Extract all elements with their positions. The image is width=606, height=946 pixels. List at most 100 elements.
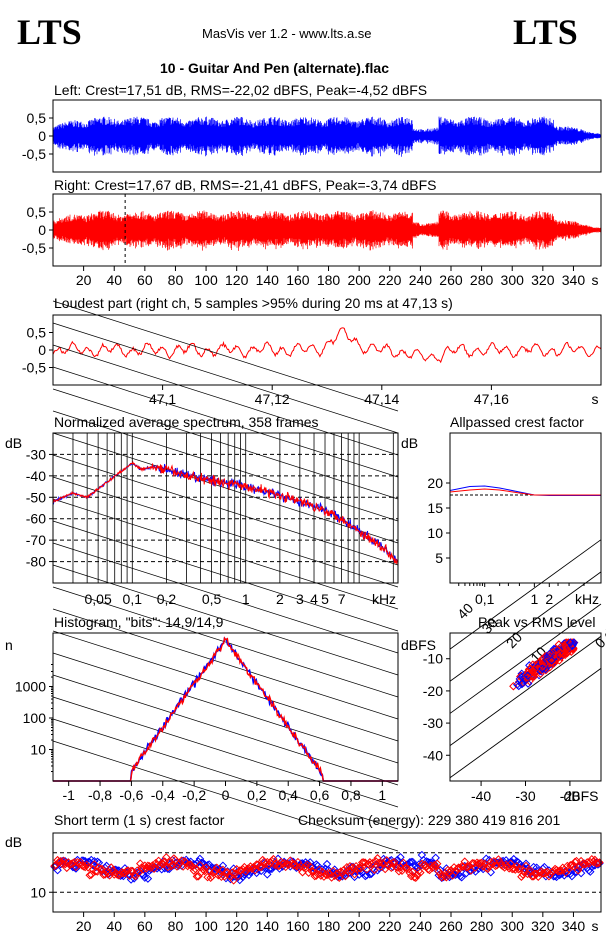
spectrum-xunit-label: kHz [372,591,396,607]
peak-rms-xtick-label: -30 [515,788,535,804]
loudest-part-ytick-label: 0,5 [27,325,47,341]
allpass-xtick-label: 2 [545,591,553,607]
crest-point [485,862,494,871]
logo-right: LTS [513,12,578,52]
short-term-crest-xtick-label: 340 [562,918,586,934]
histogram-xtick-label: -0,2 [182,787,206,803]
crest-point [85,870,94,880]
spectrum-right-trace [52,460,399,565]
crest-point [491,861,500,871]
spectrum-slope-line [52,564,399,676]
histogram-xtick-label: -1 [62,787,75,803]
left-channel-title: Left: Crest=17,51 dB, RMS=-22,02 dBFS, P… [54,82,428,98]
peak-rms-point [553,645,562,654]
waveform-right-xtick-label: 280 [470,272,494,288]
crest-point [370,865,379,874]
waveform-left-ytick-label: 0 [38,128,46,144]
crest-point [350,870,359,879]
crest-point [235,875,244,885]
crest-point [521,861,531,871]
crest-point [569,862,578,871]
spectrum-slope-line [52,366,399,478]
allpass-right-trace [449,488,601,496]
spectrum-slope-line [52,652,399,764]
app-title: MasVis ver 1.2 - www.lts.a.se [202,26,372,41]
waveform-right-xtick-label: 340 [562,272,586,288]
crest-point [243,864,252,874]
loudest-part-xunit-label: s [592,391,599,407]
waveform-right-xtick-label: 100 [194,272,218,288]
spectrum-xtick-label: 3 [296,591,304,607]
waveform-right-xtick-label: 40 [106,272,122,288]
short-term-crest-xunit-label: s [592,918,599,934]
crest-point [207,871,217,881]
allpassed-crest-ytick-label: 15 [427,500,443,516]
waveform-right-xtick-label: 240 [409,272,433,288]
crest-point [434,867,443,876]
loudest-part-xtick-label: 47,16 [474,391,509,407]
crest-point [365,870,375,879]
peak-rms-point [556,648,565,658]
crest-point [162,853,171,862]
crest-point [256,862,266,872]
histogram-ytick-label: 1000 [15,679,46,695]
waveform-right-trace [52,210,602,251]
crest-point [163,864,173,874]
waveform-right-xtick-label: 220 [378,272,402,288]
histogram-xtick-label: -0,8 [88,787,112,803]
crest-point [411,873,421,882]
short-term-crest-xtick-label: 300 [501,918,525,934]
peak-rms-point [523,671,533,681]
peak-vs-rms-ytick-label: -10 [423,651,443,667]
crest-point [406,857,416,867]
peak-rms-point [568,641,577,651]
crest-point [440,872,450,881]
peak-rms-xlabel: dBFS [563,788,598,804]
peak-rms-xtick-label: -20 [560,788,580,804]
spectrum-xtick-label: 0,5 [202,591,222,607]
crest-point [229,876,238,885]
spectrum-ytick-label: -80 [26,554,46,570]
allpass-xtick-label: 0,1 [475,591,495,607]
histogram-left-trace [53,636,398,782]
spectrum-slope-line [52,454,399,566]
peak-rms-diagonal-label: 40 [454,600,476,622]
short-term-crest-xtick-label: 40 [106,918,122,934]
spectrum-slope-line [52,718,399,830]
crest-point [416,868,425,877]
crest-frame [52,832,602,913]
crest-point [188,862,197,871]
crest-point [134,868,143,877]
histogram-title: Histogram, "bits": 14,9/14,9 [54,614,224,630]
histogram-right-trace [53,636,398,782]
histogram-xtick-label: 0,8 [341,787,361,803]
histogram-xtick-label: -0,6 [119,787,143,803]
spectrum-xtick-label: 7 [338,591,346,607]
waveform-right-ytick-label: -0,5 [22,240,46,256]
peak-rms-diagonal [449,635,602,746]
short-term-crest-xtick-label: 180 [317,918,341,934]
waveform-right-xtick-label: 300 [501,272,525,288]
short-term-crest-xtick-label: 20 [76,918,92,934]
crest-point [200,866,209,876]
peak-rms-xtick-label: -40 [471,788,491,804]
spectrum-slope-line [52,432,399,544]
peak-vs-rms-ytick-label: -30 [423,715,443,731]
histogram-ytick-label: 100 [23,710,47,726]
crest-point [432,859,442,869]
crest-point [425,865,434,875]
spectrum-slope-line [52,542,399,654]
histogram-xtick-label: 1 [378,787,386,803]
crest-point [235,866,244,875]
short-term-crest-xtick-label: 220 [378,918,402,934]
short-term-crest-xtick-label: 140 [256,918,280,934]
crest-point [143,874,153,883]
short-term-crest-xtick-label: 320 [531,918,555,934]
crest-point [356,864,365,873]
spectrum-xtick-label: 0,1 [123,591,143,607]
short-term-crest-xtick-label: 120 [225,918,249,934]
allpassed-crest-ytick-label: 5 [435,550,443,566]
crest-point [593,858,603,868]
peak-rms-point [509,681,518,691]
crest-point [302,860,312,869]
